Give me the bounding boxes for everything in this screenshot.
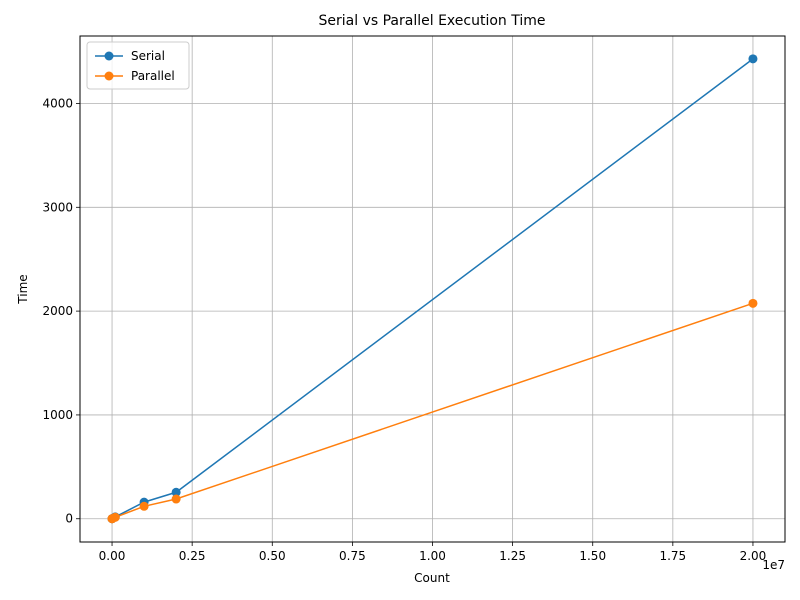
x-axis-offset-label: 1e7 bbox=[762, 558, 785, 572]
y-tick-label: 0 bbox=[65, 512, 73, 526]
data-point-parallel bbox=[139, 501, 149, 511]
series-points bbox=[107, 54, 758, 524]
data-point-serial bbox=[171, 487, 181, 497]
data-point-serial bbox=[748, 54, 758, 64]
x-tick-label: 1.75 bbox=[659, 549, 686, 563]
x-axis: 0.00 0.25 0.50 0.75 1.00 1.25 1.50 1.75 2.00 bbox=[99, 542, 767, 563]
y-tick-label: 2000 bbox=[42, 304, 73, 318]
y-axis-label: Time bbox=[16, 274, 30, 304]
legend-marker-parallel bbox=[104, 71, 114, 81]
x-tick-label: 1.25 bbox=[499, 549, 526, 563]
y-axis: 0 1000 2000 3000 4000 bbox=[42, 96, 80, 526]
x-tick-label: 1.50 bbox=[579, 549, 606, 563]
x-tick-label: 0.75 bbox=[339, 549, 366, 563]
y-tick-label: 1000 bbox=[42, 408, 73, 422]
x-tick-label: 0.50 bbox=[259, 549, 286, 563]
x-axis-label: Count bbox=[414, 571, 450, 585]
legend-marker-serial bbox=[104, 51, 114, 61]
y-tick-label: 4000 bbox=[42, 96, 73, 110]
data-point-parallel bbox=[110, 512, 120, 522]
x-tick-label: 0.00 bbox=[99, 549, 126, 563]
x-tick-label: 2.00 bbox=[740, 549, 767, 563]
data-point-parallel bbox=[171, 494, 181, 504]
legend: Serial Parallel bbox=[86, 41, 190, 90]
x-tick-label: 1.00 bbox=[419, 549, 446, 563]
grid-lines bbox=[80, 36, 785, 542]
y-tick-label: 3000 bbox=[42, 200, 73, 214]
legend-label-parallel: Parallel bbox=[131, 69, 175, 83]
data-point-parallel bbox=[748, 298, 758, 308]
x-tick-label: 0.25 bbox=[179, 549, 206, 563]
chart-title: Serial vs Parallel Execution Time bbox=[319, 13, 546, 29]
legend-label-serial: Serial bbox=[131, 49, 165, 63]
